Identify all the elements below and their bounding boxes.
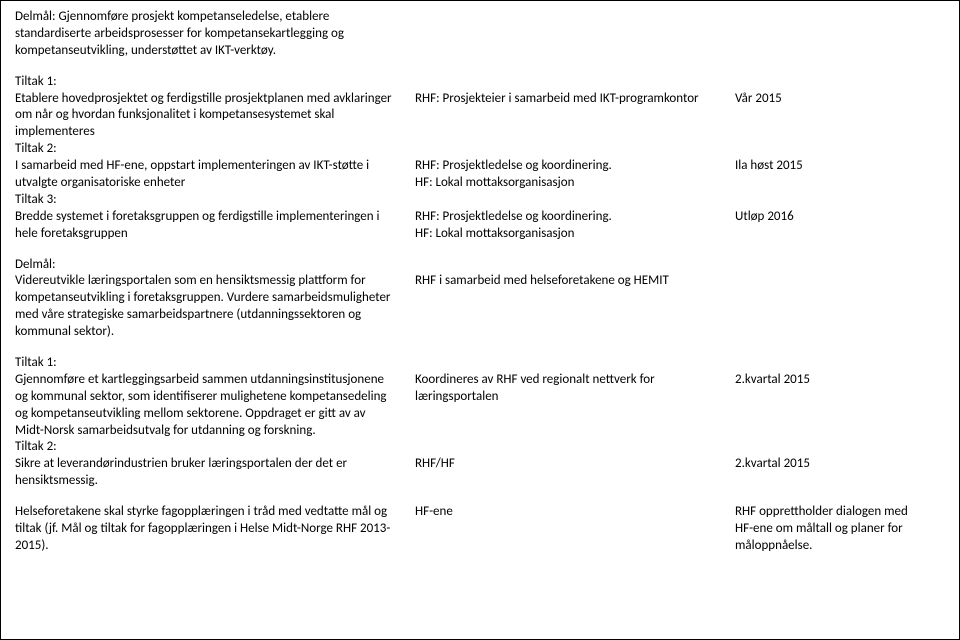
delmal2-rhf: RHF i samarbeid med helseforetakene og H… bbox=[415, 273, 735, 341]
footer-row: Helseforetakene skal styrke fagopplæring… bbox=[15, 504, 941, 555]
tiltak2-text: I samarbeid med HF-ene, oppstart impleme… bbox=[15, 158, 415, 192]
tiltak1-text: Etablere hovedprosjektet og ferdigstille… bbox=[15, 91, 415, 142]
tiltak2-label: Tiltak 2: bbox=[15, 141, 57, 156]
header-row: Delmål: Gjennomføre prosjekt kompetansel… bbox=[15, 9, 941, 60]
tiltak3-date: Utløp 2016 bbox=[735, 209, 915, 243]
tiltak1-label: Tiltak 1: bbox=[15, 74, 57, 89]
document-page: Delmål: Gjennomføre prosjekt kompetansel… bbox=[0, 0, 960, 640]
tiltak1-row: Etablere hovedprosjektet og ferdigstille… bbox=[15, 91, 941, 142]
b-tiltak2-date: 2.kvartal 2015 bbox=[735, 456, 915, 490]
delmal2-label-row: Delmål: bbox=[15, 257, 941, 274]
b-tiltak1-date: 2.kvartal 2015 bbox=[735, 372, 915, 440]
b-tiltak2-label: Tiltak 2: bbox=[15, 439, 57, 454]
tiltak2-date: Ila høst 2015 bbox=[735, 158, 915, 192]
tiltak1-date: Vår 2015 bbox=[735, 91, 915, 142]
tiltak3-rhf: RHF: Prosjektledelse og koordinering. HF… bbox=[415, 209, 735, 243]
b-tiltak2-row: Sikre at leverandørindustrien bruker lær… bbox=[15, 456, 941, 490]
tiltak3-label: Tiltak 3: bbox=[15, 192, 57, 207]
b-tiltak2-rhf: RHF/HF bbox=[415, 456, 735, 490]
b-tiltak1-rhf: Koordineres av RHF ved regionalt nettver… bbox=[415, 372, 735, 440]
b-tiltak1-row: Gjennomføre et kartleggingsarbeid sammen… bbox=[15, 372, 941, 440]
tiltak3-label-row: Tiltak 3: bbox=[15, 192, 941, 209]
b-tiltak2-text: Sikre at leverandørindustrien bruker lær… bbox=[15, 456, 415, 490]
footer-text: Helseforetakene skal styrke fagopplæring… bbox=[15, 504, 415, 555]
tiltak1-label-row: Tiltak 1: bbox=[15, 74, 941, 91]
tiltak1-rhf: RHF: Prosjekteier i samarbeid med IKT-pr… bbox=[415, 91, 735, 142]
tiltak3-row: Bredde systemet i foretaksgruppen og fer… bbox=[15, 209, 941, 243]
b-tiltak1-label: Tiltak 1: bbox=[15, 355, 57, 370]
footer-rhf: HF-ene bbox=[415, 504, 735, 555]
footer-date: RHF opprettholder dialogen med HF-ene om… bbox=[735, 504, 915, 555]
header-text: Delmål: Gjennomføre prosjekt kompetansel… bbox=[15, 9, 415, 60]
b-tiltak2-label-row: Tiltak 2: bbox=[15, 439, 941, 456]
delmal2-row: Videreutvikle læringsportalen som en hen… bbox=[15, 273, 941, 341]
delmal2-text: Videreutvikle læringsportalen som en hen… bbox=[15, 273, 415, 341]
tiltak2-row: I samarbeid med HF-ene, oppstart impleme… bbox=[15, 158, 941, 192]
b-tiltak1-label-row: Tiltak 1: bbox=[15, 355, 941, 372]
tiltak2-rhf: RHF: Prosjektledelse og koordinering. HF… bbox=[415, 158, 735, 192]
delmal2-label: Delmål: bbox=[15, 257, 56, 272]
tiltak3-text: Bredde systemet i foretaksgruppen og fer… bbox=[15, 209, 415, 243]
b-tiltak1-text: Gjennomføre et kartleggingsarbeid sammen… bbox=[15, 372, 415, 440]
tiltak2-label-row: Tiltak 2: bbox=[15, 141, 941, 158]
